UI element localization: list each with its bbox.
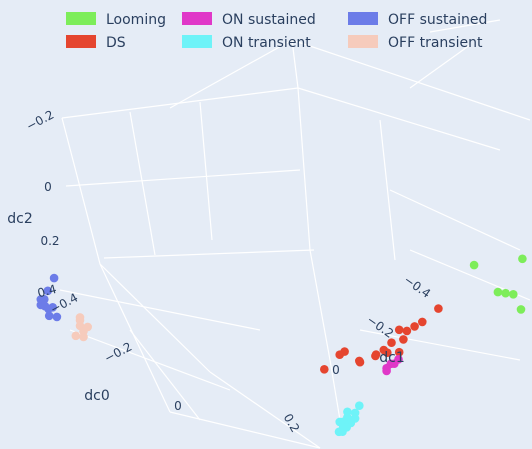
legend-swatch: [182, 35, 212, 48]
legend-label: OFF transient: [388, 35, 483, 51]
data-point: [335, 350, 345, 360]
dc1-axis-title: dc1: [379, 350, 405, 366]
series-off-transient: [71, 313, 92, 342]
dc1-tick-label: 0: [332, 363, 340, 377]
legend-item-on-sustained[interactable]: ON sustained: [182, 12, 316, 28]
scatter-points: [36, 254, 527, 437]
legend-item-looming[interactable]: Looming: [66, 12, 166, 28]
legend-swatch: [182, 12, 212, 25]
data-point: [355, 356, 364, 366]
legend-item-off-sustained[interactable]: OFF sustained: [348, 12, 487, 28]
data-point: [40, 295, 49, 304]
data-point: [394, 347, 404, 357]
legend-label: Looming: [106, 12, 166, 28]
legend-swatch: [66, 12, 96, 25]
data-point: [71, 331, 81, 341]
data-point: [469, 260, 479, 270]
data-point: [43, 286, 53, 296]
series-ds: [320, 304, 443, 374]
dc2-tick-label: 0.2: [40, 234, 59, 248]
data-point: [394, 325, 404, 335]
data-point: [399, 335, 408, 344]
data-point: [516, 305, 526, 314]
dc2-tick-label: 0: [44, 180, 52, 194]
legend-swatch: [66, 35, 96, 48]
data-point: [338, 427, 347, 437]
dc0-tick-label: 0.2: [281, 411, 303, 435]
data-point: [355, 401, 364, 411]
legend-label: OFF sustained: [388, 12, 487, 28]
data-point: [52, 312, 62, 322]
legend-label: ON transient: [222, 35, 311, 51]
data-point: [518, 254, 527, 264]
dc1-tick-label: −0.4: [401, 273, 433, 301]
data-point: [383, 348, 392, 358]
data-point: [371, 351, 380, 361]
data-point: [418, 317, 427, 327]
data-point: [390, 359, 399, 369]
data-point: [434, 304, 443, 313]
data-point: [501, 288, 510, 298]
data-point: [410, 322, 419, 331]
dc2-tick-label: 0.4: [36, 282, 58, 300]
legend-item-ds[interactable]: DS: [66, 35, 126, 51]
data-point: [509, 290, 518, 299]
legend-item-on-transient[interactable]: ON transient: [182, 35, 311, 51]
dc0-axis-title: dc0: [84, 388, 110, 404]
data-point: [320, 365, 329, 374]
data-point: [44, 311, 54, 321]
legend-label: ON sustained: [222, 12, 316, 28]
dc2-axis-title: dc2: [7, 211, 33, 227]
data-point: [382, 366, 391, 376]
legend-item-off-transient[interactable]: OFF transient: [348, 35, 483, 51]
series-off-sustained: [36, 273, 62, 322]
legend-label: DS: [106, 35, 126, 51]
legend-swatch: [348, 12, 378, 25]
dc1-tick-label: −0.2: [364, 313, 396, 341]
dc2-tick-label: −0.2: [24, 107, 56, 133]
scene-grid: [59, 19, 531, 449]
series-on-transient: [334, 401, 364, 437]
series-looming: [469, 254, 527, 314]
data-point: [493, 287, 503, 297]
chart-legend[interactable]: Looming DS ON sustained ON transient OFF sus…: [66, 12, 487, 51]
data-point: [49, 273, 59, 283]
data-point: [387, 338, 396, 348]
legend-swatch: [348, 35, 378, 48]
dc0-tick-label: 0: [174, 399, 182, 413]
data-point: [402, 326, 412, 336]
axis-labels: −0.200.20.4−0.4−0.200.2−0.4−0.20dc2dc0dc…: [7, 107, 433, 434]
data-point: [79, 332, 88, 342]
series-on-sustained: [382, 355, 403, 376]
data-point: [44, 304, 53, 314]
